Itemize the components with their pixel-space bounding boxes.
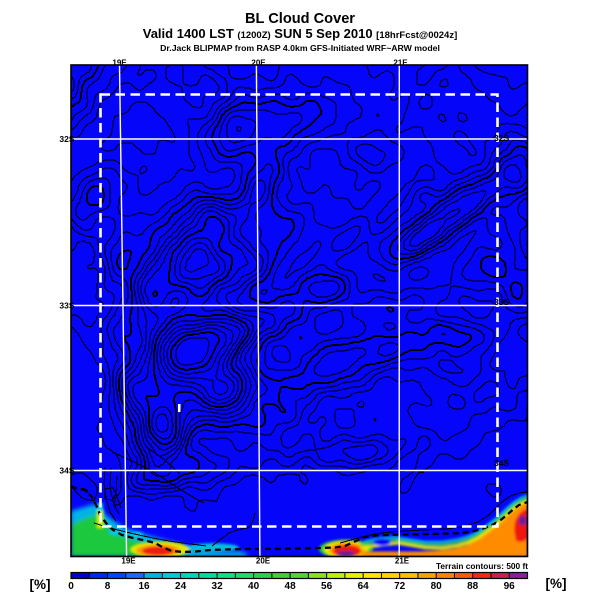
svg-text:32: 32 — [212, 581, 224, 592]
svg-text:56: 56 — [321, 581, 333, 592]
svg-text:21E: 21E — [393, 59, 408, 68]
svg-text:72: 72 — [394, 581, 406, 592]
svg-text:88: 88 — [467, 581, 479, 592]
svg-text:33S: 33S — [59, 301, 74, 311]
svg-text:0: 0 — [68, 581, 74, 592]
svg-text:19E: 19E — [112, 59, 127, 68]
svg-text:64: 64 — [358, 581, 370, 592]
svg-text:16: 16 — [138, 581, 150, 592]
svg-text:20E: 20E — [251, 59, 266, 68]
svg-text:19E: 19E — [121, 557, 136, 566]
svg-text:24: 24 — [175, 581, 187, 592]
svg-text:48: 48 — [285, 581, 297, 592]
svg-text:96: 96 — [504, 581, 516, 592]
svg-text:[%]: [%] — [30, 577, 51, 592]
svg-text:32S: 32S — [59, 134, 74, 144]
svg-text:20E: 20E — [256, 557, 271, 566]
svg-text:34S: 34S — [494, 458, 509, 468]
svg-text:33S: 33S — [494, 297, 509, 307]
svg-text:32S: 32S — [494, 133, 509, 143]
svg-text:Valid 1400 LST (1200Z) SUN 5 S: Valid 1400 LST (1200Z) SUN 5 Sep 2010 [1… — [143, 26, 458, 41]
svg-text:[%]: [%] — [546, 576, 567, 591]
svg-text:80: 80 — [431, 581, 443, 592]
svg-text:Terrain contours: 500 ft: Terrain contours: 500 ft — [436, 561, 528, 571]
svg-text:34S: 34S — [59, 466, 74, 476]
svg-text:Dr.Jack BLIPMAP from RASP 4.0k: Dr.Jack BLIPMAP from RASP 4.0km GFS-Init… — [160, 43, 440, 53]
svg-text:21E: 21E — [395, 557, 410, 566]
svg-text:8: 8 — [105, 581, 111, 592]
svg-text:40: 40 — [248, 581, 260, 592]
svg-text:BL Cloud Cover: BL Cloud Cover — [245, 11, 355, 27]
